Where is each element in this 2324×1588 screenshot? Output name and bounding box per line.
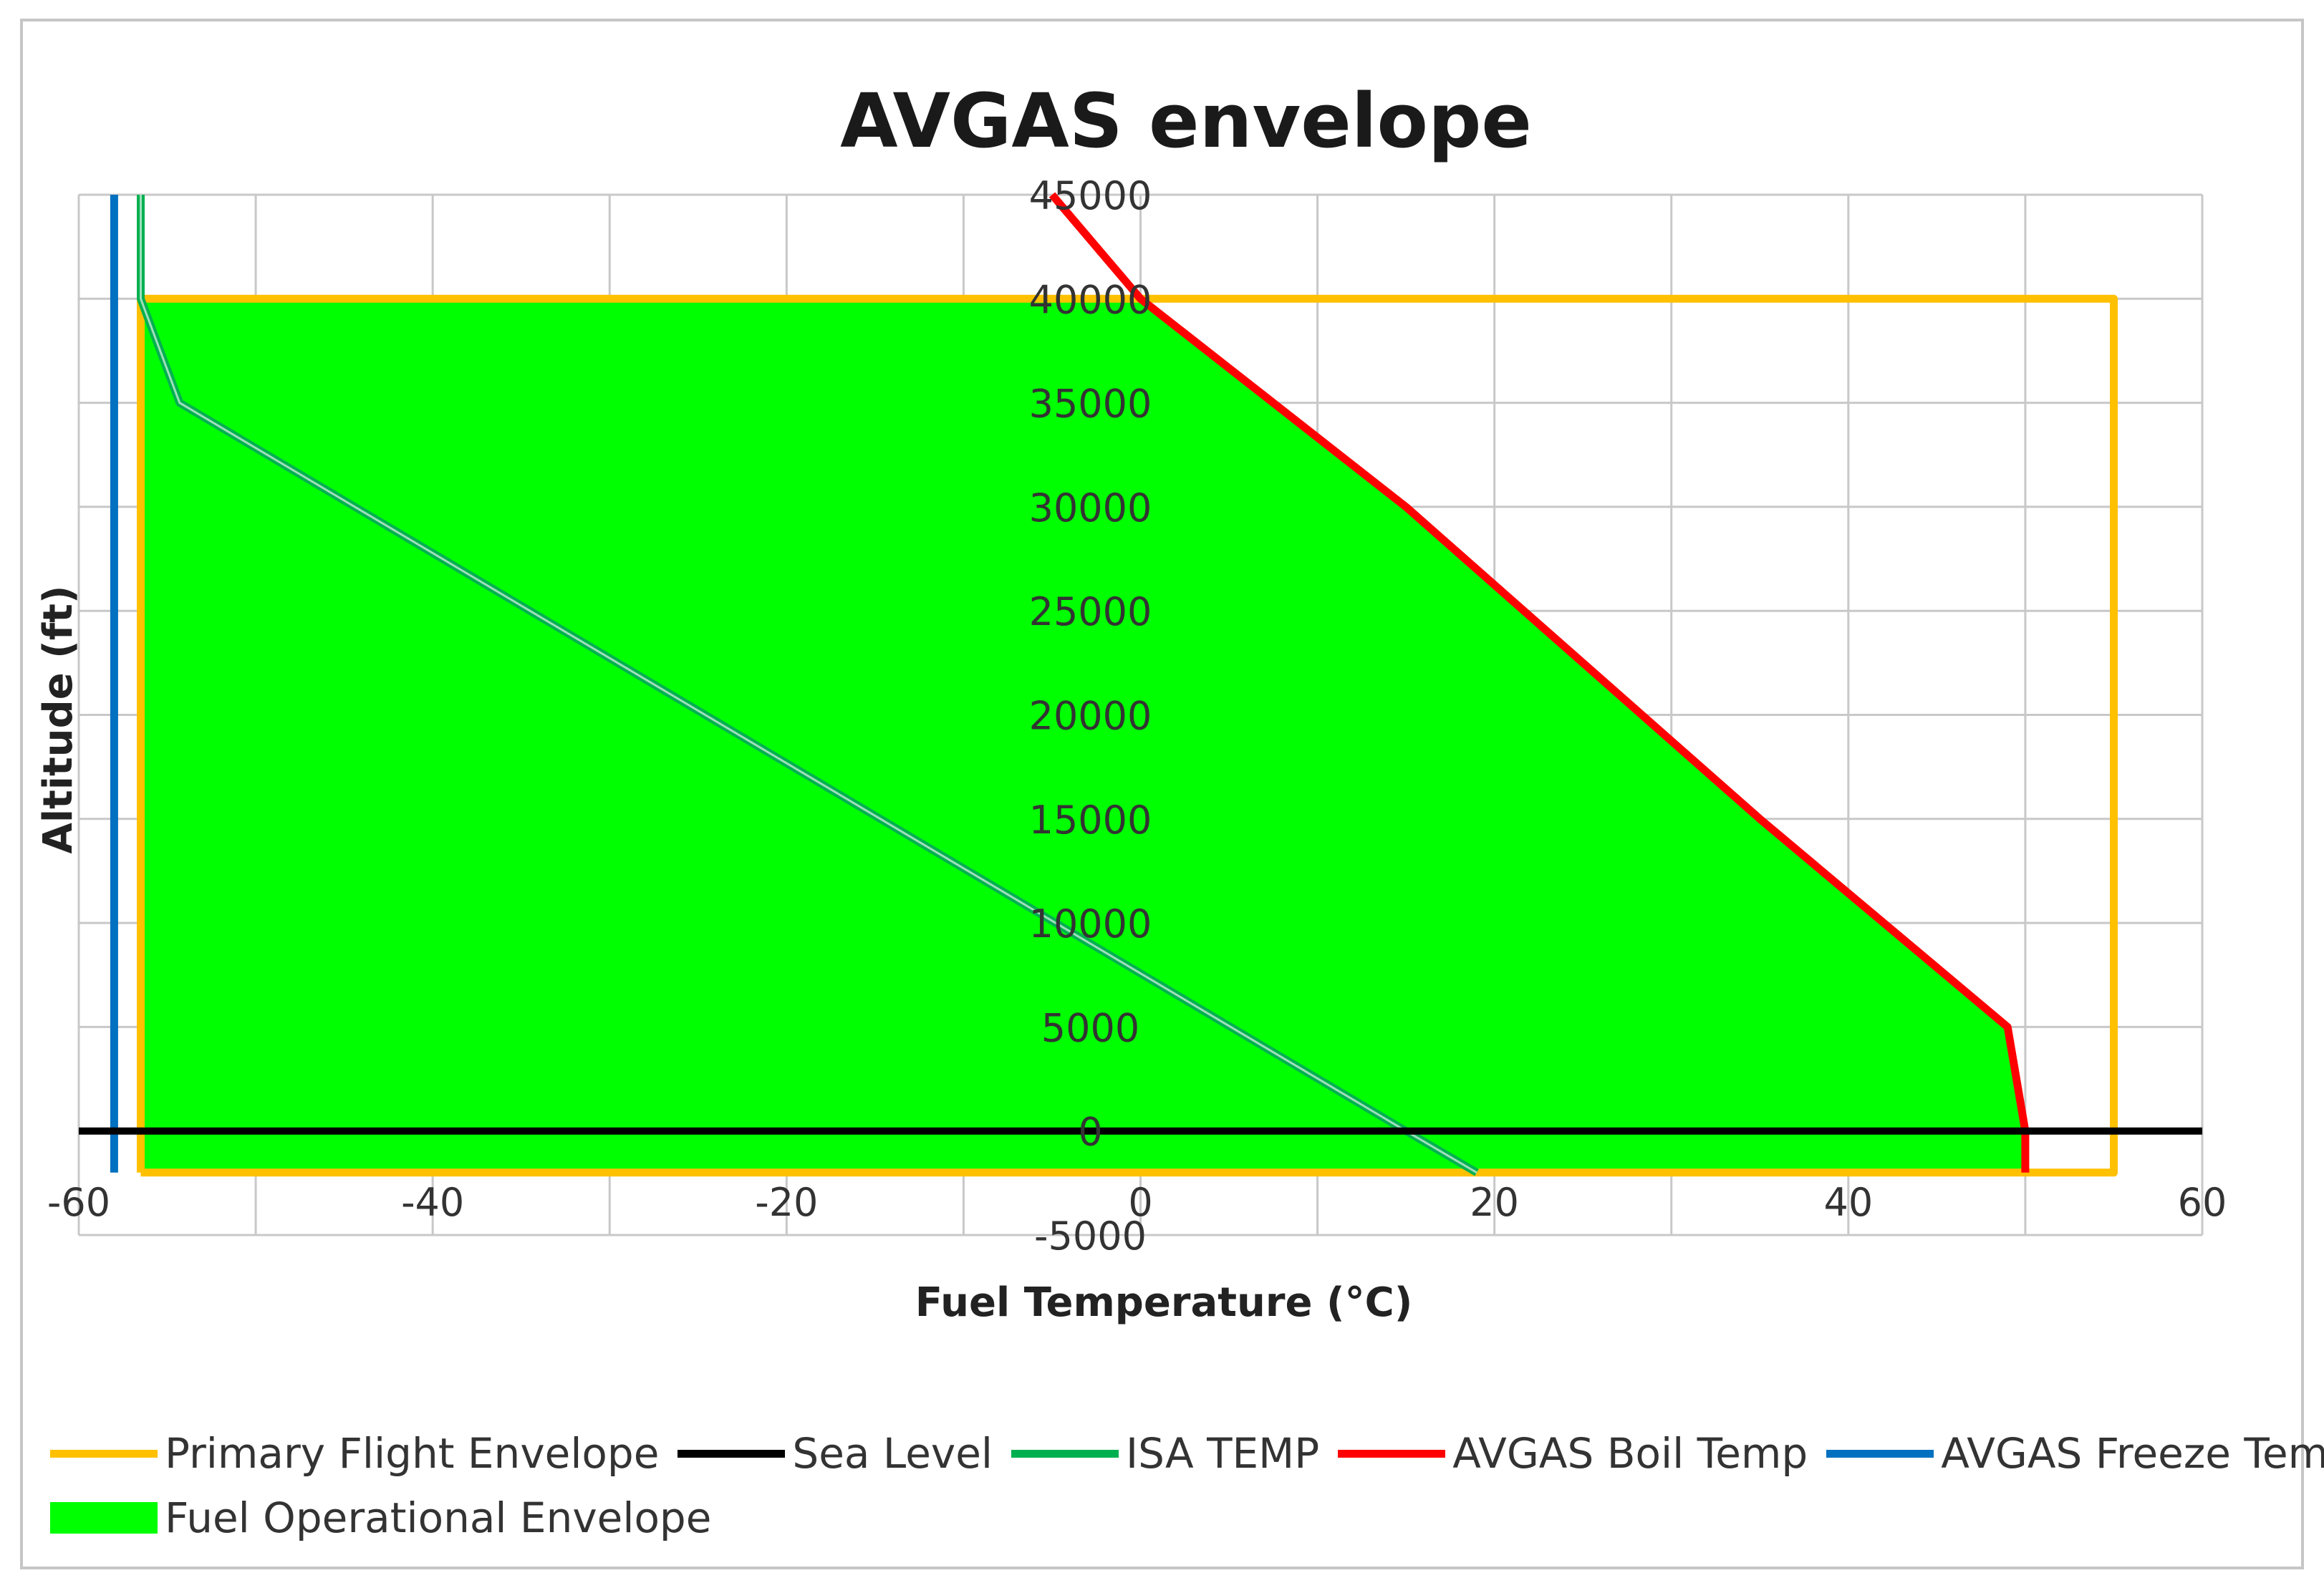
legend-item-avgas-freeze-temp: AVGAS Freeze Temp <box>1826 1429 2324 1478</box>
x-tick-label: -40 <box>401 1180 464 1225</box>
legend-label: ISA TEMP <box>1126 1429 1320 1478</box>
y-tick-label: 35000 <box>1029 382 1152 427</box>
legend-item-isa-temp: ISA TEMP <box>1011 1429 1319 1478</box>
legend-item-avgas-boil-temp: AVGAS Boil Temp <box>1338 1429 1808 1478</box>
legend-label: Fuel Operational Envelope <box>165 1493 712 1542</box>
legend-row: Primary Flight Envelope Sea Level ISA TE… <box>50 1421 2324 1486</box>
y-tick-label: 40000 <box>1029 277 1152 322</box>
legend-swatch <box>50 1502 158 1534</box>
chart-legend: Primary Flight Envelope Sea Level ISA TE… <box>50 1421 2324 1550</box>
y-tick-label: 15000 <box>1029 798 1152 843</box>
legend-label: Sea Level <box>792 1429 993 1478</box>
plot-area: 45000 40000 35000 30000 25000 20000 15000 10000… <box>47 173 2227 1259</box>
y-tick-label: 0 <box>1078 1110 1102 1155</box>
legend-swatch <box>50 1449 158 1458</box>
y-axis-title: Altitude (ft) <box>35 585 82 853</box>
y-tick-label: 20000 <box>1029 694 1152 739</box>
legend-swatch <box>1011 1449 1119 1458</box>
legend-item-sea-level: Sea Level <box>678 1429 993 1478</box>
y-tick-label: -5000 <box>1034 1214 1147 1259</box>
x-axis-title: Fuel Temperature (°C) <box>915 1279 1413 1326</box>
y-tick-label: 5000 <box>1041 1005 1139 1050</box>
x-tick-label: 0 <box>1128 1180 1152 1225</box>
chart-border <box>20 19 2304 1569</box>
legend-label: AVGAS Boil Temp <box>1452 1429 1808 1478</box>
y-tick-label: 30000 <box>1029 485 1152 531</box>
x-tick-label: 20 <box>1470 1180 1519 1225</box>
series-line-highlight-isa-temp <box>140 195 1477 1174</box>
x-tick-label: 60 <box>2178 1180 2227 1225</box>
x-tick-label: -60 <box>47 1180 110 1225</box>
y-tick-label: 10000 <box>1029 901 1152 946</box>
legend-swatch <box>678 1449 786 1458</box>
chart-title: AVGAS envelope <box>840 77 1532 165</box>
legend-label: AVGAS Freeze Temp <box>1941 1429 2324 1478</box>
x-tick-label: 40 <box>1823 1180 1873 1225</box>
legend-item-fuel-operational-envelope: Fuel Operational Envelope <box>50 1493 711 1542</box>
legend-swatch <box>1338 1449 1446 1458</box>
series-line-primary-flight-envelope <box>137 294 2118 1177</box>
y-tick-label: 25000 <box>1029 589 1152 634</box>
legend-label: Primary Flight Envelope <box>165 1429 660 1478</box>
legend-item-primary-flight-envelope: Primary Flight Envelope <box>50 1429 659 1478</box>
y-tick-label: 45000 <box>1029 173 1152 218</box>
legend-row: Fuel Operational Envelope <box>50 1486 2306 1550</box>
legend-swatch <box>1826 1449 1934 1458</box>
x-tick-label: -20 <box>755 1180 818 1225</box>
series-area-fuel-operational-envelope <box>140 299 2025 1173</box>
